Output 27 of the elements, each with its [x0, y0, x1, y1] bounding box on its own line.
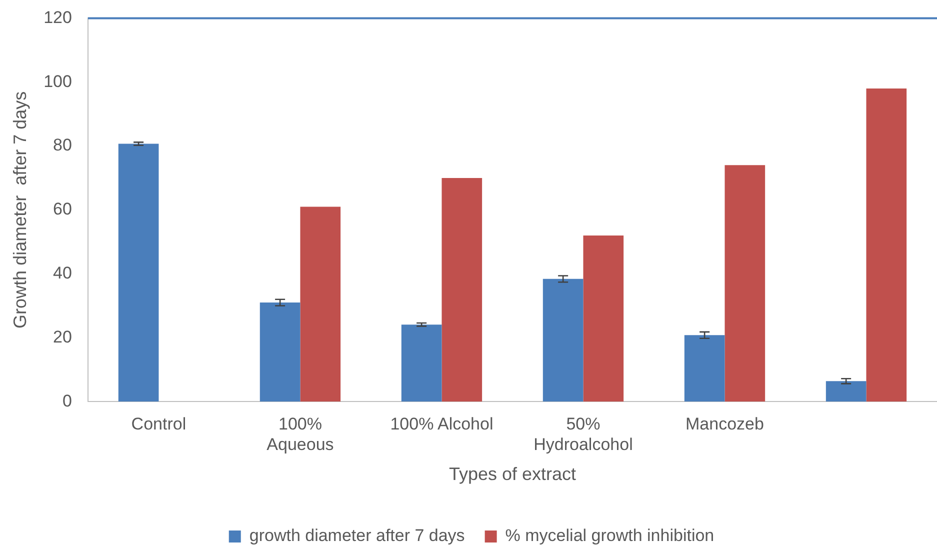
- legend-label: growth diameter after 7 days: [249, 526, 465, 546]
- y-tick-label: 120: [44, 8, 72, 27]
- y-tick-label: 80: [53, 136, 72, 155]
- y-tick-label: 40: [53, 263, 72, 282]
- y-tick-label: 60: [53, 200, 72, 219]
- bar: [260, 302, 300, 402]
- bar: [401, 324, 442, 402]
- y-axis-title: Growth diameter after 7 days: [10, 91, 30, 328]
- bar: [300, 206, 341, 402]
- bar: [724, 165, 766, 402]
- x-tick-label: 100% Aqueous: [266, 414, 334, 454]
- bar: [826, 381, 866, 402]
- y-tick-label: 0: [62, 391, 72, 410]
- bar: [583, 235, 624, 402]
- bar: [118, 144, 159, 402]
- legend-label: % mycelial growth inhibition: [505, 526, 714, 546]
- y-tick-label: 20: [53, 327, 72, 346]
- bar: [866, 88, 907, 402]
- x-tick-label: 50% Hydroalcohol: [534, 414, 633, 454]
- bar: [684, 335, 725, 402]
- bar: [442, 178, 482, 402]
- y-tick-label: 100: [44, 72, 72, 91]
- x-axis-title: Types of extract: [448, 464, 576, 484]
- x-tick-label: 100% Alcohol: [390, 414, 494, 434]
- x-tick-label: Control: [131, 414, 186, 434]
- x-tick-label: Mancozeb: [686, 414, 764, 434]
- bar: [542, 278, 584, 402]
